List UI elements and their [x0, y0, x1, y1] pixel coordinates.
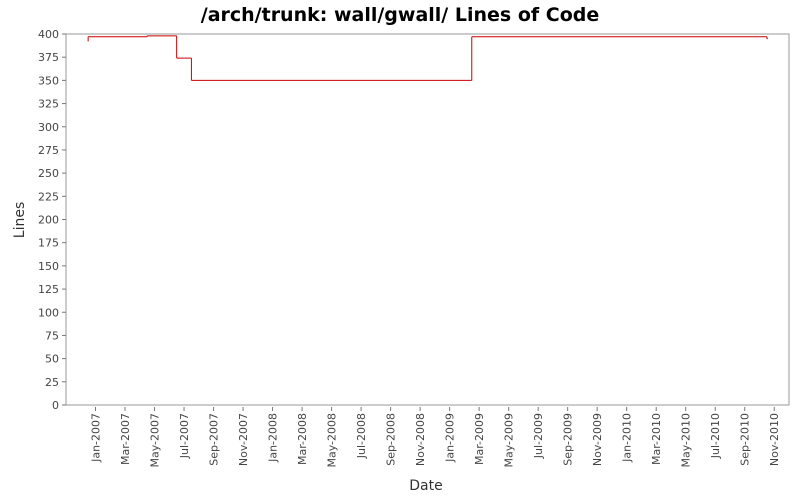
- x-tick-label: Nov-2010: [768, 413, 781, 466]
- y-tick-label: 150: [38, 260, 59, 273]
- x-tick-label: Mar-2007: [119, 413, 132, 465]
- x-tick-label: Jul-2009: [532, 413, 545, 459]
- y-tick-label: 100: [38, 306, 59, 319]
- x-tick-label: Jul-2010: [709, 413, 722, 459]
- y-tick-label: 75: [45, 329, 59, 342]
- x-tick-label: Nov-2009: [591, 413, 604, 466]
- y-tick-label: 275: [38, 144, 59, 157]
- x-tick-label: Sep-2007: [208, 413, 221, 466]
- y-tick-label: 400: [38, 28, 59, 41]
- chart-title: /arch/trunk: wall/gwall/ Lines of Code: [201, 4, 599, 26]
- x-tick-label: Nov-2008: [414, 413, 427, 466]
- y-tick-label: 325: [38, 98, 59, 111]
- y-axis-label: Lines: [12, 202, 28, 238]
- y-tick-label: 250: [38, 167, 59, 180]
- x-tick-label: Jan-2007: [90, 413, 103, 463]
- x-tick-label: Mar-2009: [473, 413, 486, 465]
- y-tick-label: 175: [38, 237, 59, 250]
- y-tick-label: 125: [38, 283, 59, 296]
- y-tick-label: 375: [38, 51, 59, 64]
- x-tick-label: Mar-2008: [296, 413, 309, 465]
- x-tick-label: Jan-2008: [267, 413, 280, 463]
- x-axis-label: Date: [409, 478, 442, 494]
- x-tick-label: Nov-2007: [237, 413, 250, 466]
- x-tick-label: May-2008: [326, 413, 339, 468]
- y-tick-label: 350: [38, 74, 59, 87]
- y-tick-label: 200: [38, 214, 59, 227]
- x-tick-label: Sep-2010: [739, 413, 752, 466]
- y-tick-label: 300: [38, 121, 59, 134]
- x-tick-label: Mar-2010: [650, 413, 663, 465]
- x-tick-label: Jul-2007: [178, 413, 191, 459]
- y-tick-label: 25: [45, 376, 59, 389]
- x-tick-label: Sep-2008: [385, 413, 398, 466]
- x-tick-label: Jan-2009: [444, 413, 457, 463]
- plot-area: [65, 33, 790, 406]
- x-tick-label: Sep-2009: [562, 413, 575, 466]
- x-tick-label: May-2009: [503, 413, 516, 468]
- y-tick-label: 225: [38, 190, 59, 203]
- x-tick-label: Jan-2010: [621, 413, 634, 463]
- y-tick-label: 0: [52, 399, 59, 412]
- x-tick-label: May-2007: [149, 413, 162, 468]
- x-tick-label: May-2010: [680, 413, 693, 468]
- y-tick-label: 50: [45, 353, 59, 366]
- x-tick-label: Jul-2008: [355, 413, 368, 459]
